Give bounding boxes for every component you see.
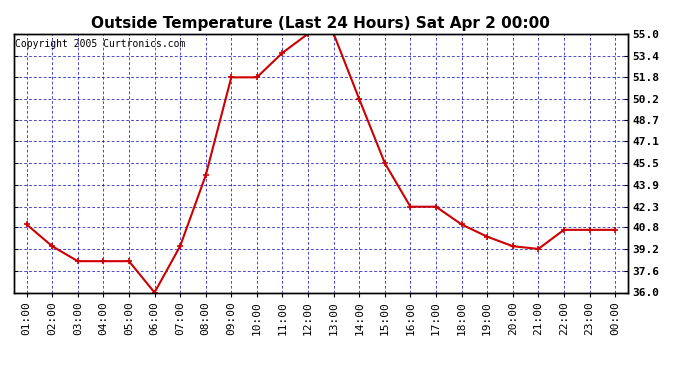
Text: Copyright 2005 Curtronics.com: Copyright 2005 Curtronics.com (15, 39, 186, 49)
Title: Outside Temperature (Last 24 Hours) Sat Apr 2 00:00: Outside Temperature (Last 24 Hours) Sat … (91, 16, 551, 31)
